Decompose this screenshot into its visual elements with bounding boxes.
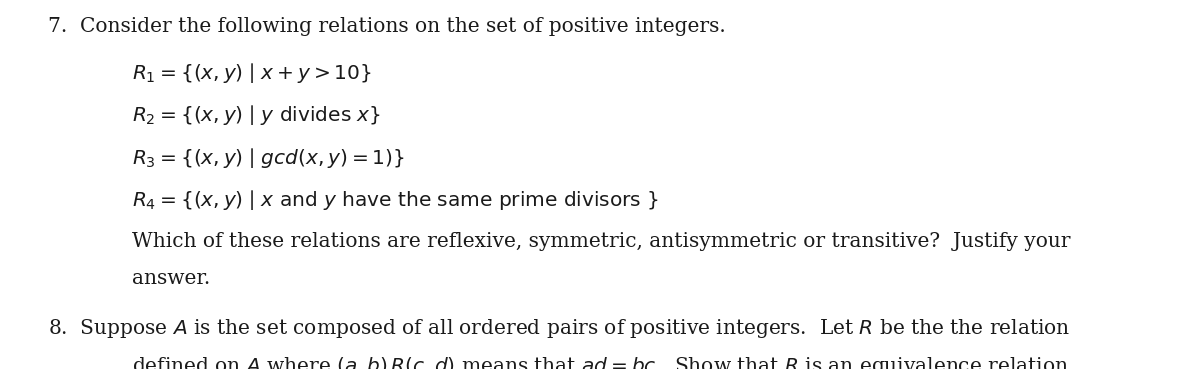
Text: 7.  Consider the following relations on the set of positive integers.: 7. Consider the following relations on t… xyxy=(48,17,726,35)
Text: $R_3 = \{(x, y)\mid gcd(x, y) = 1)\}$: $R_3 = \{(x, y)\mid gcd(x, y) = 1)\}$ xyxy=(132,146,404,170)
Text: answer.: answer. xyxy=(132,269,210,288)
Text: $R_2 = \{(x, y)\mid y \text{ divides } x\}$: $R_2 = \{(x, y)\mid y \text{ divides } x… xyxy=(132,103,382,127)
Text: $R_1 = \{(x, y)\mid x + y > 10\}$: $R_1 = \{(x, y)\mid x + y > 10\}$ xyxy=(132,61,372,85)
Text: $R_4 = \{(x, y)\mid x \text{ and } y \text{ have the same prime divisors }\}$: $R_4 = \{(x, y)\mid x \text{ and } y \te… xyxy=(132,188,659,212)
Text: defined on $A$ where $(a, b)\,R(c, d)$ means that $ad = bc$.  Show that $R$ is a: defined on $A$ where $(a, b)\,R(c, d)$ m… xyxy=(132,355,1074,369)
Text: 8.  Suppose $A$ is the set composed of all ordered pairs of positive integers.  : 8. Suppose $A$ is the set composed of al… xyxy=(48,317,1070,340)
Text: Which of these relations are reflexive, symmetric, antisymmetric or transitive? : Which of these relations are reflexive, … xyxy=(132,232,1070,251)
